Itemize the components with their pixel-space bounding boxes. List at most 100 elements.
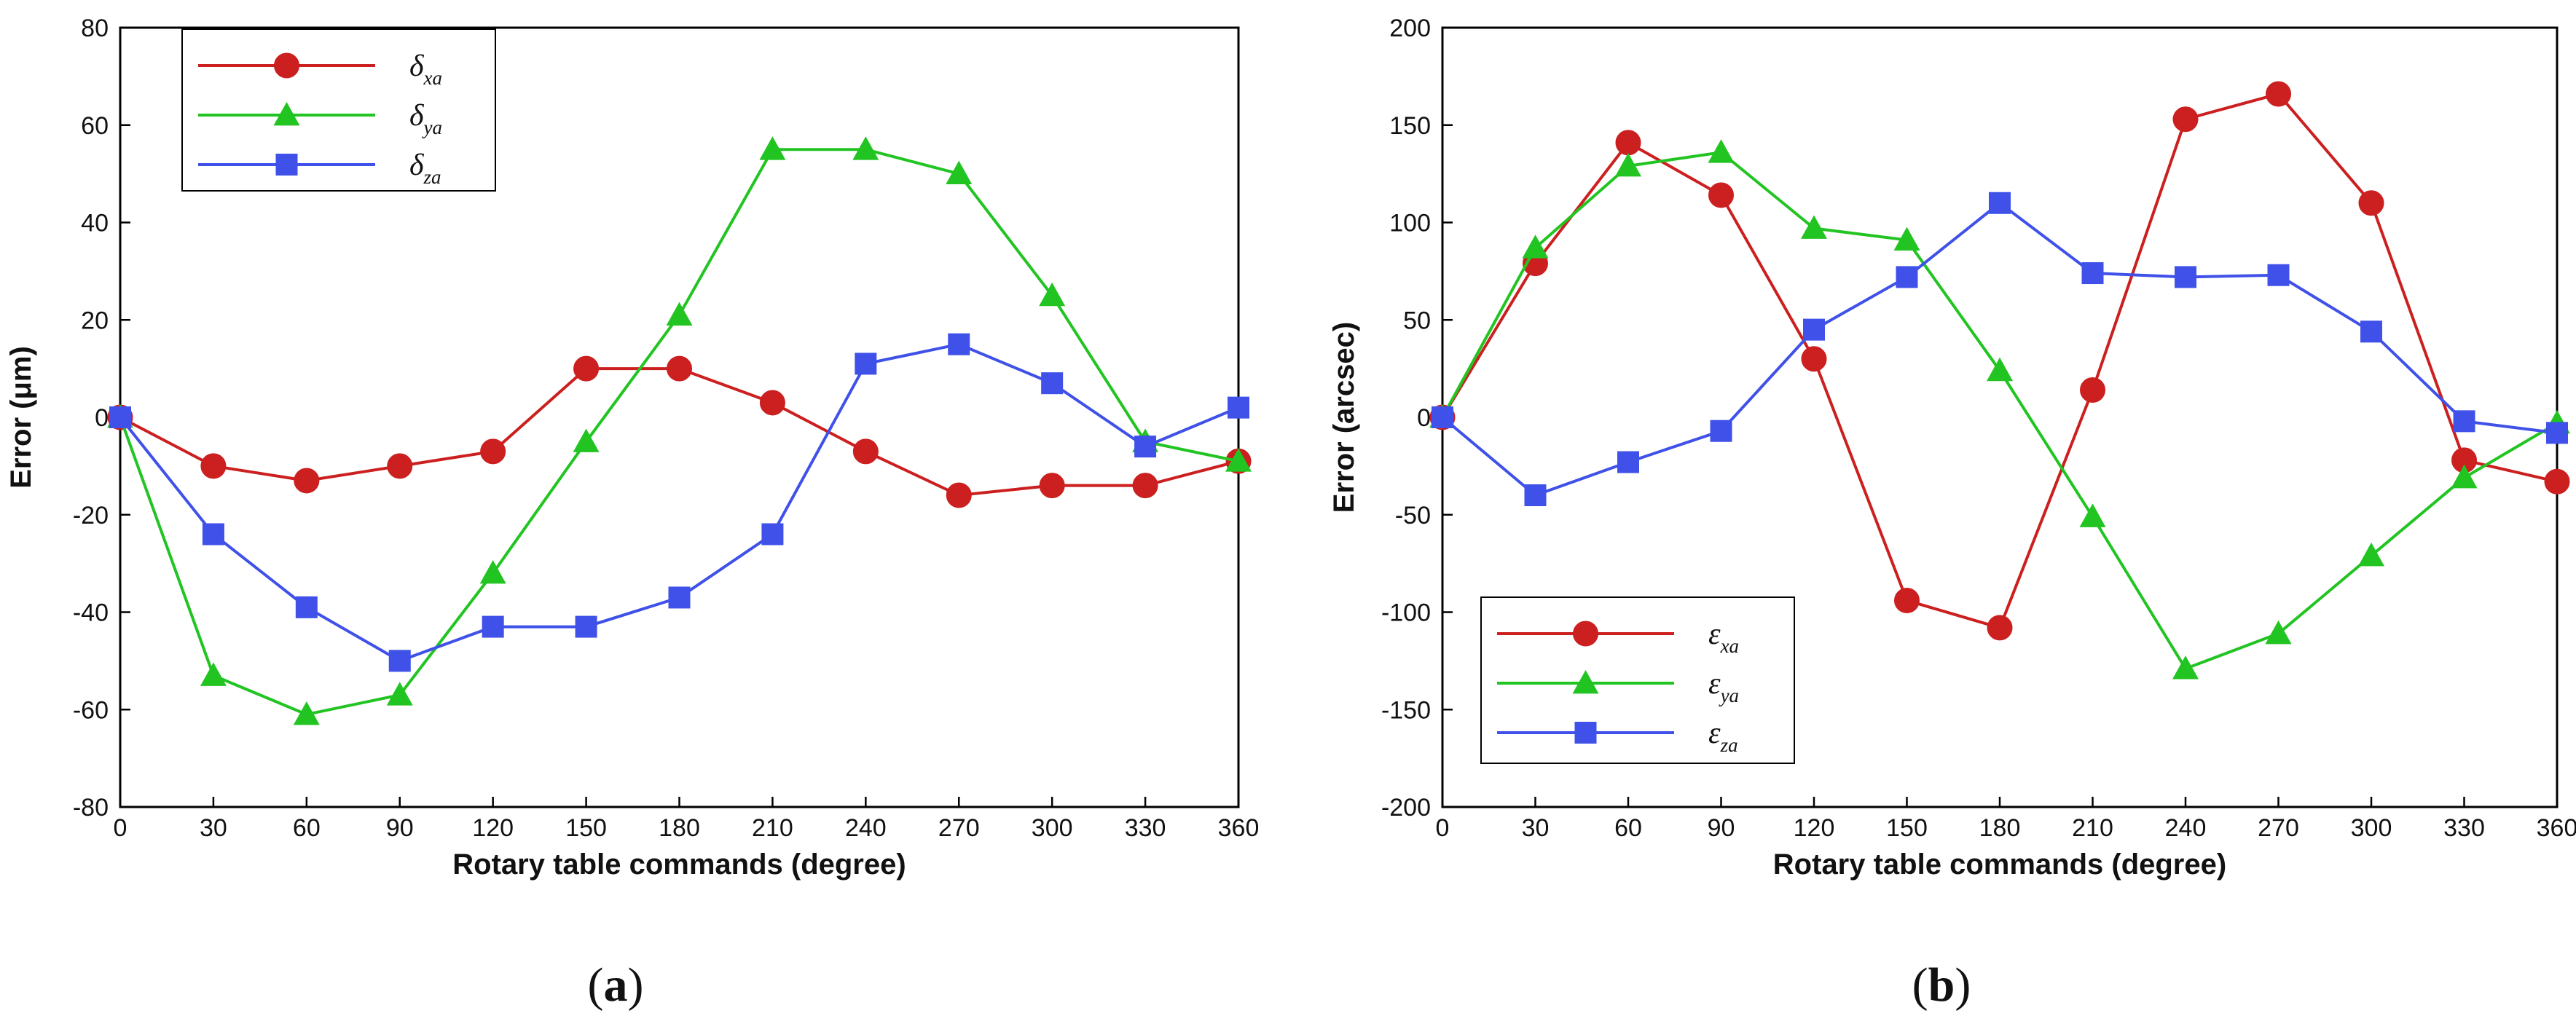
point-za-90 bbox=[1710, 420, 1732, 442]
point-ya-30 bbox=[1522, 235, 1549, 259]
y-tick-label: 20 bbox=[81, 307, 109, 334]
series-ya bbox=[107, 136, 1252, 725]
point-ya-240 bbox=[2172, 655, 2199, 680]
y-tick-label: 150 bbox=[1389, 112, 1431, 140]
point-ya-120 bbox=[1801, 215, 1827, 239]
point-za-270 bbox=[2267, 264, 2290, 286]
point-za-240 bbox=[855, 353, 877, 375]
point-xa-300 bbox=[1039, 473, 1065, 499]
point-ya-120 bbox=[479, 560, 506, 584]
series-za bbox=[1432, 192, 2568, 506]
point-xa-180 bbox=[667, 355, 692, 382]
legend-symbol: δ bbox=[409, 99, 425, 133]
chart-b: 0 30 60 90 120 150 180 210 240 270 300 330 360 -200 -1… bbox=[1328, 15, 2576, 881]
point-za-90 bbox=[388, 650, 411, 672]
point-za-150 bbox=[575, 615, 597, 638]
x-tick-label: 180 bbox=[1979, 814, 2021, 842]
x-tick-label: 90 bbox=[386, 814, 414, 842]
y-tick-label: -200 bbox=[1381, 794, 1431, 822]
point-xa-210 bbox=[759, 390, 785, 416]
legend-symbol: ε bbox=[1708, 667, 1721, 701]
y-tick-label: 80 bbox=[81, 15, 109, 42]
x-tick-label: 330 bbox=[1125, 814, 1166, 842]
panel-label-b: (b) bbox=[1912, 958, 1971, 1012]
point-ya-150 bbox=[1893, 227, 1920, 251]
series-za bbox=[109, 333, 1249, 672]
legend-marker-ya bbox=[273, 102, 300, 126]
legend-subscript: za bbox=[1720, 734, 1738, 756]
legend-label-ya: δya bbox=[409, 99, 442, 138]
point-xa-150 bbox=[1894, 587, 1920, 613]
legend-label-ya: εya bbox=[1708, 667, 1739, 706]
point-za-60 bbox=[295, 596, 318, 618]
point-ya-90 bbox=[386, 682, 413, 706]
legend-subscript: ya bbox=[422, 117, 442, 138]
x-tick-label: 30 bbox=[200, 814, 227, 842]
x-tick-label: 120 bbox=[472, 814, 514, 842]
x-tick-label: 0 bbox=[114, 814, 127, 842]
y-tick-label: -50 bbox=[1395, 502, 1431, 529]
y-tick-label: 200 bbox=[1389, 15, 1431, 42]
point-ya-300 bbox=[2358, 542, 2384, 567]
legend-marker-za bbox=[275, 154, 298, 176]
point-xa-60 bbox=[294, 468, 320, 494]
point-xa-240 bbox=[852, 438, 879, 465]
legend-symbol: δ bbox=[409, 50, 425, 83]
legend-symbol: ε bbox=[1708, 618, 1721, 651]
point-ya-90 bbox=[1708, 139, 1735, 163]
point-ya-180 bbox=[1987, 357, 2013, 382]
series-xa bbox=[1429, 81, 2570, 641]
y-axis-title: Error (μm) bbox=[5, 346, 37, 489]
x-tick-label: 150 bbox=[1886, 814, 1928, 842]
legend-label-za: εza bbox=[1708, 717, 1738, 756]
point-xa-240 bbox=[2172, 106, 2199, 133]
legend-marker-za bbox=[1574, 722, 1597, 744]
series-line-za bbox=[119, 342, 1239, 663]
x-tick-label: 0 bbox=[1436, 814, 1450, 842]
point-ya-330 bbox=[2451, 464, 2478, 489]
point-ya-240 bbox=[852, 136, 879, 160]
point-xa-270 bbox=[2266, 81, 2291, 107]
point-za-210 bbox=[761, 523, 784, 546]
point-za-120 bbox=[1803, 318, 1825, 341]
legend-symbol: ε bbox=[1708, 717, 1721, 750]
x-tick-label: 300 bbox=[2351, 814, 2392, 842]
point-ya-30 bbox=[200, 662, 227, 686]
y-tick-label: -60 bbox=[73, 696, 109, 724]
legend-marker-xa bbox=[1573, 621, 1598, 647]
x-tick-label: 360 bbox=[1218, 814, 1260, 842]
legend-label-xa: δxa bbox=[409, 50, 442, 89]
x-axis-title: Rotary table commands (degree) bbox=[452, 848, 906, 881]
y-tick-label: -150 bbox=[1381, 696, 1431, 724]
y-tick-label: 0 bbox=[1417, 404, 1431, 432]
point-xa-150 bbox=[573, 355, 600, 382]
point-xa-210 bbox=[2080, 377, 2105, 403]
x-tick-label: 210 bbox=[752, 814, 793, 842]
point-za-180 bbox=[668, 586, 691, 609]
point-xa-90 bbox=[1708, 182, 1734, 208]
point-za-330 bbox=[1134, 436, 1157, 458]
x-tick-label: 210 bbox=[2072, 814, 2113, 842]
point-za-210 bbox=[2081, 262, 2104, 285]
point-xa-360 bbox=[2544, 468, 2570, 495]
point-za-360 bbox=[1228, 396, 1249, 419]
y-tick-label: -20 bbox=[73, 502, 109, 529]
point-za-0 bbox=[1432, 406, 1453, 428]
point-za-240 bbox=[2175, 266, 2196, 288]
x-tick-label: 30 bbox=[1522, 814, 1550, 842]
point-za-180 bbox=[1989, 192, 2011, 214]
x-tick-label: 90 bbox=[1708, 814, 1735, 842]
panel-label-a: (a) bbox=[587, 958, 644, 1012]
x-tick-label: 300 bbox=[1032, 814, 1073, 842]
point-ya-300 bbox=[1039, 282, 1066, 307]
legend-marker-ya bbox=[1572, 670, 1599, 694]
point-ya-60 bbox=[1615, 152, 1641, 177]
point-za-300 bbox=[1041, 372, 1064, 395]
point-ya-180 bbox=[666, 302, 693, 326]
y-axis-title: Error (arcsec) bbox=[1328, 322, 1360, 513]
x-tick-label: 270 bbox=[2258, 814, 2299, 842]
point-xa-90 bbox=[387, 453, 413, 479]
legend-subscript: xa bbox=[423, 67, 442, 89]
